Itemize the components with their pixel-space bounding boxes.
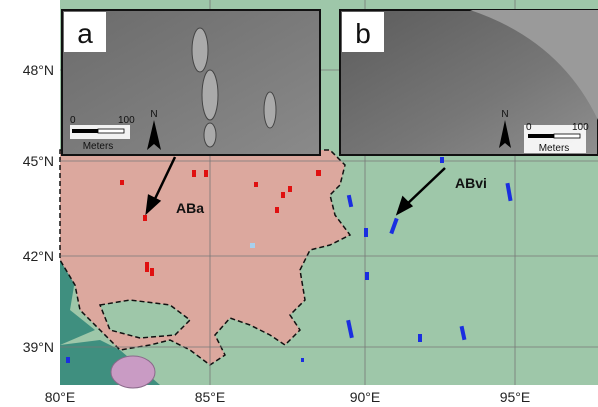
lon-label: 95°E: [500, 389, 531, 405]
unit-label: ABvi: [455, 175, 487, 191]
lat-label: 45°N: [23, 153, 54, 169]
scale-unit: Meters: [83, 141, 114, 152]
scale-bar: [72, 129, 98, 133]
north-label: N: [150, 109, 157, 120]
scale-unit: Meters: [539, 143, 570, 154]
scale-end: 100: [572, 122, 589, 133]
lat-label: 48°N: [23, 62, 54, 78]
figure: a 0 100 Meters N b 0 100 Meters N ABa AB…: [0, 0, 598, 407]
scale-bar: [98, 129, 124, 133]
lat-label: 42°N: [23, 248, 54, 264]
lon-label: 90°E: [350, 389, 381, 405]
lat-label: 39°N: [23, 339, 54, 355]
panel-label: b: [355, 18, 371, 49]
north-label: N: [501, 109, 508, 120]
scale-start: 0: [526, 122, 532, 133]
small-patch: [250, 243, 255, 248]
scale-end: 100: [118, 115, 135, 126]
unit-label: ABa: [176, 200, 204, 216]
crater-unit: [111, 356, 155, 388]
scale-bar: [528, 134, 554, 138]
scale-bar: [554, 134, 580, 138]
panel-label: a: [77, 18, 93, 49]
lon-label: 85°E: [195, 389, 226, 405]
lon-label: 80°E: [45, 389, 76, 405]
scale-start: 0: [70, 115, 76, 126]
